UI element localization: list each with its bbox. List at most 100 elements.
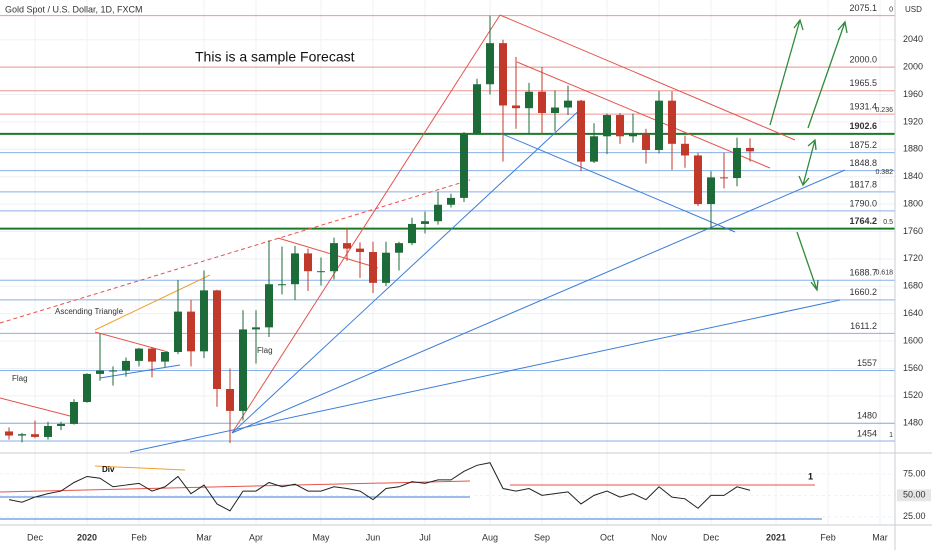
candle-body [122, 360, 130, 371]
candle-body [746, 147, 754, 152]
y-tick-label: 1680 [903, 281, 923, 291]
fib-label: 0.236 [875, 107, 893, 114]
candle-body [408, 223, 416, 244]
trend-line [499, 132, 736, 233]
candle-body [590, 136, 598, 162]
x-tick-label: Nov [651, 532, 668, 542]
x-tick-label: Mar [196, 532, 212, 542]
trend-line [277, 237, 379, 269]
candle-body [460, 134, 468, 198]
level-label: 1480 [857, 411, 877, 421]
x-tick-label: May [312, 532, 330, 542]
y-tick-label: 50.00 [903, 490, 926, 500]
candle-body [213, 290, 221, 389]
x-tick-label: Dec [27, 532, 44, 542]
level-label: 1557 [857, 358, 877, 368]
trend-line [94, 274, 211, 331]
candle-body [330, 243, 338, 272]
candle-body [681, 143, 689, 156]
candle-body [616, 115, 624, 137]
candle-body [252, 327, 260, 330]
trend-line [231, 169, 846, 434]
axis-labels: 1480 1520 1560 1600 1640 1680 1720 1760 1800 1840… [27, 34, 931, 542]
candle-body [642, 134, 650, 150]
candles [5, 15, 754, 444]
candle-body [512, 105, 520, 109]
x-tick-label: Aug [482, 532, 498, 542]
candle-body [109, 370, 117, 372]
tick-highlight [897, 489, 931, 502]
candle-body [499, 43, 507, 106]
level-label: 1902.6 [849, 121, 877, 131]
annotation: Flag [257, 346, 273, 355]
candle-body [707, 177, 715, 205]
rsi-panel [8, 462, 751, 512]
x-tick-label: Oct [600, 532, 615, 542]
y-tick-label: 1920 [903, 116, 923, 126]
candle-body [265, 284, 273, 328]
candle-body [668, 100, 676, 144]
y-tick-label: 1600 [903, 335, 923, 345]
candle-body [369, 252, 377, 283]
trend-line [231, 104, 586, 434]
candle-body [655, 100, 663, 150]
level-label: 1611.2 [850, 321, 877, 331]
y-tick-label: 2040 [903, 34, 923, 44]
arrow [807, 20, 848, 129]
level-label: 1848.8 [849, 158, 877, 168]
annotation: Div [102, 465, 115, 474]
x-tick-label: Feb [131, 532, 147, 542]
candle-body [694, 155, 702, 205]
candle-body [525, 91, 533, 109]
level-label: 1688.7 [849, 268, 877, 278]
rsi-line [0, 480, 471, 493]
y-tick-label: 1760 [903, 226, 923, 236]
y-tick-label: 1560 [903, 363, 923, 373]
rsi-line [94, 465, 186, 471]
arrow [769, 18, 804, 126]
candle-body [200, 290, 208, 352]
candle-body [317, 271, 325, 273]
candle-body [278, 284, 286, 286]
annotation: 1 [808, 471, 813, 481]
x-tick-label: Jun [366, 532, 381, 542]
fib-label: 0 [889, 7, 893, 14]
y-tick-label: 75.00 [903, 468, 926, 478]
x-tick-label: 2021 [766, 532, 786, 542]
y-tick-label: 1520 [903, 390, 923, 400]
candle-body [161, 352, 169, 362]
candle-body [629, 134, 637, 137]
candle-body [304, 253, 312, 272]
candle-body [538, 91, 546, 113]
levels: 2075.1 2000.0 1965.5 1931.4 1902.6 1875.2 1848… [0, 3, 895, 442]
arrow [798, 138, 817, 187]
currency: USD [905, 5, 922, 14]
x-tick-label: Mar [872, 532, 888, 542]
level-label: 1965.5 [849, 78, 877, 88]
candle-body [135, 348, 143, 361]
annotation: Flag [12, 374, 28, 383]
level-label: 1931.4 [849, 101, 877, 111]
trend-line [231, 14, 501, 434]
candle-body [603, 115, 611, 137]
candle-body [473, 84, 481, 135]
fib-label: 0.618 [875, 269, 893, 276]
candle-body [239, 329, 247, 411]
x-tick-label: 2020 [77, 532, 97, 542]
candle-body [57, 423, 65, 426]
y-tick-label: 1480 [903, 418, 923, 428]
candle-body [577, 100, 585, 162]
y-tick-label: 1960 [903, 89, 923, 99]
x-tick-label: Jul [419, 532, 431, 542]
candle-body [486, 43, 494, 85]
candle-body [31, 434, 39, 437]
candle-body [421, 221, 429, 224]
candle-body [382, 252, 390, 283]
level-label: 1660.2 [849, 287, 877, 297]
candle-body [226, 388, 234, 411]
y-tick-label: 25.00 [903, 511, 926, 521]
y-tick-label: 1720 [903, 253, 923, 263]
candle-body [564, 100, 572, 108]
arrow [796, 231, 819, 292]
